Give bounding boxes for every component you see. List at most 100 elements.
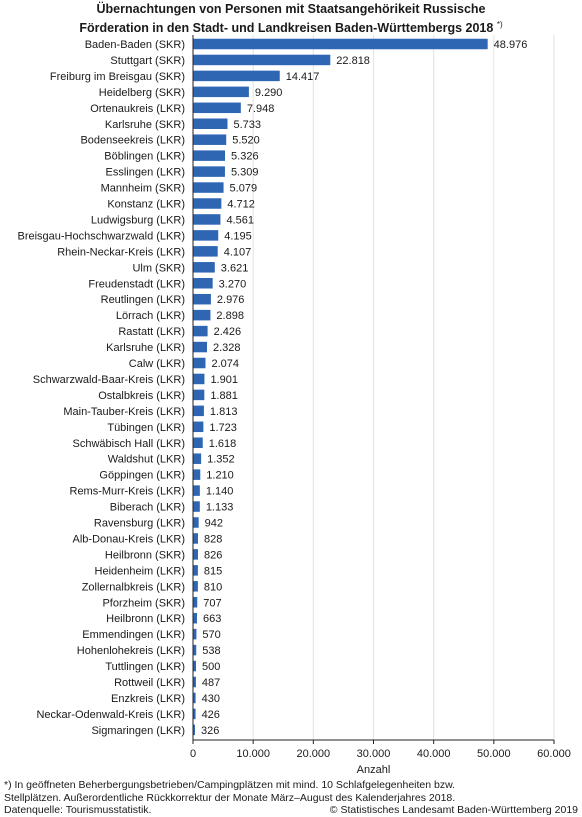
category-label: Hohenlohekreis (LKR) bbox=[77, 645, 185, 657]
data-label: 5.079 bbox=[230, 183, 258, 195]
category-label: Waldshut (LKR) bbox=[108, 454, 185, 466]
x-tick-label: 20.000 bbox=[297, 748, 331, 760]
x-axis-label: Anzahl bbox=[357, 764, 391, 775]
category-label: Sigmaringen (LKR) bbox=[91, 725, 185, 737]
x-tick-label: 40.000 bbox=[417, 748, 451, 760]
category-label: Breisgau-Hochschwarzwald (LKR) bbox=[17, 230, 185, 242]
bar bbox=[193, 517, 199, 528]
category-label: Ulm (SKR) bbox=[132, 262, 185, 274]
bar bbox=[193, 597, 198, 608]
bar bbox=[193, 676, 196, 688]
data-label: 663 bbox=[203, 613, 221, 625]
category-label: Main-Tauber-Kreis (LKR) bbox=[63, 406, 185, 418]
data-label: 2.074 bbox=[211, 358, 239, 370]
x-tick-label: 30.000 bbox=[357, 748, 391, 760]
x-tick-label: 50.000 bbox=[477, 748, 511, 760]
bar bbox=[193, 724, 195, 736]
bar bbox=[193, 405, 204, 417]
bar bbox=[193, 373, 205, 385]
bar bbox=[193, 692, 196, 704]
bar bbox=[193, 182, 224, 193]
data-label: 426 bbox=[202, 709, 220, 721]
footnote-marker: *) bbox=[496, 20, 503, 29]
bar bbox=[193, 38, 488, 50]
data-label: 1.140 bbox=[206, 486, 234, 498]
category-label: Heilbronn (SKR) bbox=[105, 549, 185, 561]
bar bbox=[193, 70, 280, 82]
category-label: Baden-Baden (SKR) bbox=[85, 39, 185, 51]
category-label: Rastatt (LKR) bbox=[118, 326, 185, 338]
category-label: Emmendingen (LKR) bbox=[82, 629, 185, 641]
bar bbox=[193, 278, 213, 289]
data-label: 7.948 bbox=[247, 103, 275, 115]
data-label: 5.309 bbox=[231, 167, 259, 179]
category-label: Ostalbkreis (LKR) bbox=[98, 390, 185, 402]
bar bbox=[193, 469, 201, 480]
category-label: Heilbronn (LKR) bbox=[106, 613, 185, 625]
footnote-line-2: Stellplätzen. Außerordentliche Rückkorre… bbox=[4, 791, 456, 804]
bar bbox=[193, 565, 198, 576]
category-label: Freiburg im Breisgau (SKR) bbox=[50, 71, 185, 83]
category-label: Schwäbisch Hall (LKR) bbox=[73, 438, 185, 450]
category-label: Konstanz (LKR) bbox=[107, 199, 185, 211]
category-label: Ortenaukreis (LKR) bbox=[90, 103, 185, 115]
category-label: Rottweil (LKR) bbox=[114, 677, 185, 689]
bar bbox=[193, 262, 215, 273]
data-label: 5.733 bbox=[233, 119, 261, 131]
bar bbox=[193, 246, 218, 257]
data-label: 4.107 bbox=[224, 246, 252, 258]
data-label: 4.195 bbox=[224, 230, 252, 242]
x-tick-label: 10.000 bbox=[236, 748, 270, 760]
footnote-line-1: *) In geöffneten Beherbergungsbetrieben/… bbox=[4, 779, 456, 791]
chart-title: Übernachtungen von Personen mit Staatsan… bbox=[0, 2, 582, 36]
data-label: 326 bbox=[201, 725, 219, 737]
data-label: 942 bbox=[205, 518, 223, 530]
bar bbox=[193, 644, 197, 656]
bar bbox=[193, 86, 249, 98]
bar bbox=[193, 309, 211, 321]
bar bbox=[193, 134, 227, 145]
footnote: *) In geöffneten Beherbergungsbetrieben/… bbox=[4, 779, 578, 804]
data-label: 538 bbox=[202, 645, 220, 657]
bar bbox=[193, 118, 228, 129]
category-label: Calw (LKR) bbox=[129, 358, 185, 370]
category-label: Rems-Murr-Kreis (LKR) bbox=[70, 486, 186, 498]
data-label: 1.881 bbox=[210, 390, 238, 402]
category-label: Ravensburg (LKR) bbox=[94, 518, 185, 530]
x-tick-label: 0 bbox=[190, 748, 196, 760]
category-label: Lörrach (LKR) bbox=[116, 310, 185, 322]
data-label: 570 bbox=[202, 629, 220, 641]
footer: Datenquelle: Tourismusstatistik. © Stati… bbox=[4, 804, 578, 817]
data-label: 14.417 bbox=[286, 71, 320, 83]
bar bbox=[193, 102, 241, 114]
category-label: Bodenseekreis (LKR) bbox=[80, 135, 185, 147]
bar bbox=[193, 453, 202, 464]
category-label: Schwarzwald-Baar-Kreis (LKR) bbox=[33, 374, 185, 386]
data-label: 2.898 bbox=[216, 310, 244, 322]
category-label: Biberach (LKR) bbox=[110, 502, 185, 514]
chart-title-line-1: Übernachtungen von Personen mit Staatsan… bbox=[96, 2, 486, 16]
data-label: 430 bbox=[202, 693, 220, 705]
category-label: Heidelberg (SKR) bbox=[99, 87, 185, 99]
data-label: 1.133 bbox=[206, 502, 234, 514]
data-label: 1.618 bbox=[209, 438, 237, 450]
data-label: 2.976 bbox=[217, 294, 245, 306]
category-label: Rhein-Neckar-Kreis (LKR) bbox=[57, 246, 185, 258]
bar bbox=[193, 166, 225, 177]
data-label: 1.813 bbox=[210, 406, 238, 418]
data-label: 4.561 bbox=[226, 214, 254, 226]
category-label: Mannheim (SKR) bbox=[101, 183, 185, 195]
category-label: Alb-Donau-Kreis (LKR) bbox=[73, 533, 185, 545]
category-label: Freudenstadt (LKR) bbox=[88, 278, 185, 290]
category-label: Pforzheim (SKR) bbox=[102, 597, 185, 609]
bar bbox=[193, 293, 211, 305]
category-label: Stuttgart (SKR) bbox=[110, 55, 185, 67]
data-source: Datenquelle: Tourismusstatistik. bbox=[4, 804, 152, 816]
category-label: Ludwigsburg (LKR) bbox=[91, 214, 185, 226]
bar bbox=[193, 437, 203, 448]
data-label: 815 bbox=[204, 565, 222, 577]
copyright: © Statistisches Landesamt Baden-Württemb… bbox=[329, 804, 578, 816]
data-label: 9.290 bbox=[255, 87, 283, 99]
category-label: Karlsruhe (SKR) bbox=[105, 119, 185, 131]
category-label: Karlsruhe (LKR) bbox=[106, 342, 185, 354]
